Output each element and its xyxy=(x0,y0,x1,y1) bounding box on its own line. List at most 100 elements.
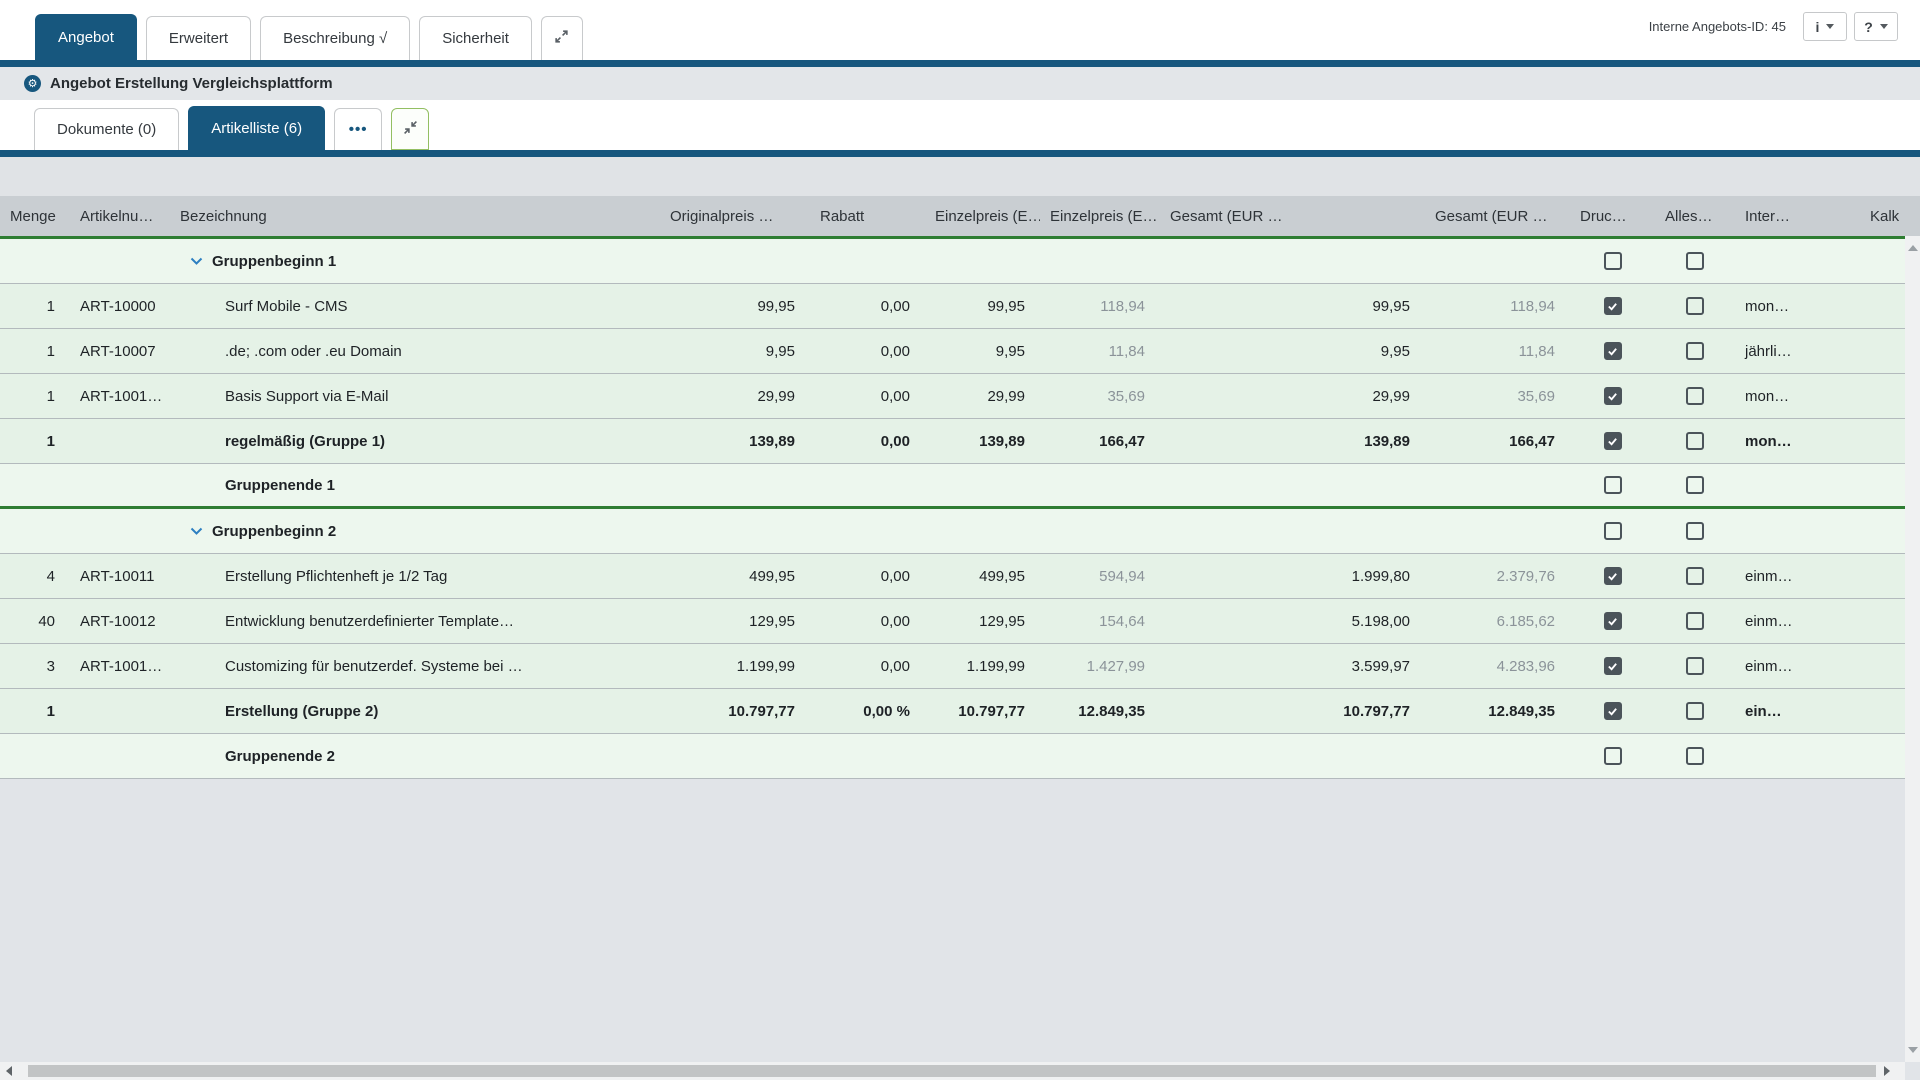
help-dropdown-button[interactable]: ? xyxy=(1854,12,1898,41)
column-header-einzelpreis_brutto[interactable]: Einzelpreis (E… xyxy=(1050,207,1158,225)
cell-originalpreis: 10.797,77 xyxy=(728,702,795,720)
alles-checkbox[interactable] xyxy=(1686,432,1704,450)
table-row-item[interactable]: 1 ART-1001… Basis Support via E-Mail 29,99 0… xyxy=(0,374,1920,419)
alles-checkbox[interactable] xyxy=(1686,297,1704,315)
cell-einzelpreis_netto: 29,99 xyxy=(987,387,1025,405)
cell-originalpreis: 29,99 xyxy=(757,387,795,405)
column-header-bezeichnung[interactable]: Bezeichnung xyxy=(180,207,267,225)
scroll-down-icon[interactable] xyxy=(1908,1047,1918,1053)
cell-intervall: einm… xyxy=(1745,612,1793,630)
druck-checkbox[interactable] xyxy=(1603,252,1622,270)
cell-kalkulation xyxy=(1860,689,1905,733)
process-info-bar: ⚙ Angebot Erstellung Vergleichsplattform xyxy=(0,67,1920,100)
alles-checkbox[interactable] xyxy=(1686,612,1704,630)
cell-rabatt: 0,00 xyxy=(880,342,910,360)
cell-bezeichnung: Gruppenbeginn 2 xyxy=(170,509,660,553)
cell-einzelpreis_netto xyxy=(925,239,1040,283)
chevron-down-icon[interactable] xyxy=(190,527,203,535)
empty-content-area xyxy=(0,779,1920,1080)
cell-gesamt_netto xyxy=(1160,239,1425,283)
expand-view-tab[interactable] xyxy=(540,16,583,60)
table-row-group-end[interactable]: Gruppenende 2 xyxy=(0,734,1920,779)
alles-checkbox[interactable] xyxy=(1686,567,1704,585)
alles-checkbox[interactable] xyxy=(1686,387,1704,405)
table-row-item[interactable]: 3 ART-1001… Customizing für benutzerdef. S… xyxy=(0,644,1920,689)
cell-menge xyxy=(0,239,70,283)
alles-checkbox[interactable] xyxy=(1686,476,1704,494)
table-row-subtotal[interactable]: 1 Erstellung (Gruppe 2) 10.797,77 0,00 % 10.… xyxy=(0,689,1920,734)
widget-tab-dokumente-0[interactable]: Dokumente (0) xyxy=(34,108,180,150)
table-row-item[interactable]: 1 ART-10000 Surf Mobile - CMS 99,95 0,00 99,9… xyxy=(0,284,1920,329)
cell-rabatt: 0,00 xyxy=(880,432,910,450)
druck-checkbox[interactable] xyxy=(1603,612,1622,630)
column-header-alles[interactable]: Alles… xyxy=(1665,207,1713,225)
cell-druck xyxy=(1570,464,1655,506)
cell-alles xyxy=(1655,734,1735,778)
alles-checkbox[interactable] xyxy=(1686,747,1704,765)
collapse-widget-button[interactable] xyxy=(391,108,430,150)
alles-checkbox[interactable] xyxy=(1686,252,1704,270)
column-header-gesamt_brutto[interactable]: Gesamt (EUR … xyxy=(1435,207,1548,225)
horizontal-scrollbar[interactable] xyxy=(0,1062,1905,1080)
column-header-kalkulation[interactable]: Kalk xyxy=(1870,207,1900,225)
cell-intervall xyxy=(1735,464,1860,506)
cell-intervall: einm… xyxy=(1745,657,1793,675)
cell-einzelpreis_brutto xyxy=(1040,509,1160,553)
info-dropdown-button[interactable]: i xyxy=(1803,12,1847,41)
druck-checkbox[interactable] xyxy=(1603,387,1622,405)
horizontal-scroll-thumb[interactable] xyxy=(28,1065,1876,1077)
column-header-menge[interactable]: Menge xyxy=(10,207,56,225)
expand-icon xyxy=(554,29,569,48)
table-row-item[interactable]: 4 ART-10011 Erstellung Pflichtenheft je 1/… xyxy=(0,554,1920,599)
column-header-intervall[interactable]: Inter… xyxy=(1745,207,1791,225)
column-header-artikelnummer[interactable]: Artikelnu… xyxy=(80,207,154,225)
caret-down-icon xyxy=(1826,24,1835,29)
table-row-group-end[interactable]: Gruppenende 1 xyxy=(0,464,1920,509)
alles-checkbox[interactable] xyxy=(1686,702,1704,720)
tab-sicherheit[interactable]: Sicherheit xyxy=(419,16,532,60)
main-tabs: Angebot Erweitert Beschreibung √ Sicherheit xyxy=(35,14,541,60)
column-header-gesamt_netto[interactable]: Gesamt (EUR … xyxy=(1170,207,1283,225)
widget-tab-artikelliste-6[interactable]: Artikelliste (6) xyxy=(188,106,326,150)
cell-bezeichnung: Basis Support via E-Mail xyxy=(225,387,389,405)
cell-kalkulation xyxy=(1860,464,1905,506)
column-header-druck[interactable]: Druc… xyxy=(1580,207,1627,225)
column-header-einzelpreis_netto[interactable]: Einzelpreis (E… xyxy=(935,207,1040,225)
alles-checkbox[interactable] xyxy=(1686,657,1704,675)
table-row-group-begin[interactable]: Gruppenbeginn 1 xyxy=(0,239,1920,284)
chevron-down-icon[interactable] xyxy=(190,257,203,265)
druck-checkbox[interactable] xyxy=(1603,342,1622,360)
cell-gesamt_brutto xyxy=(1425,239,1570,283)
cell-bezeichnung: Gruppenbeginn 1 xyxy=(170,239,660,283)
cell-einzelpreis_brutto: 35,69 xyxy=(1107,387,1145,405)
druck-checkbox[interactable] xyxy=(1603,297,1622,315)
table-row-item[interactable]: 40 ART-10012 Entwicklung benutzerdefiniert… xyxy=(0,599,1920,644)
druck-checkbox[interactable] xyxy=(1603,522,1622,540)
column-header-originalpreis[interactable]: Originalpreis … xyxy=(670,207,774,225)
alles-checkbox[interactable] xyxy=(1686,522,1704,540)
cell-alles xyxy=(1655,464,1735,506)
druck-checkbox[interactable] xyxy=(1603,476,1622,494)
scroll-right-icon[interactable] xyxy=(1884,1066,1890,1076)
table-row-subtotal[interactable]: 1 regelmäßig (Gruppe 1) 139,89 0,00 139,89 16… xyxy=(0,419,1920,464)
table-row-item[interactable]: 1 ART-10007 .de; .com oder .eu Domain 9,95 0… xyxy=(0,329,1920,374)
druck-checkbox[interactable] xyxy=(1603,702,1622,720)
druck-checkbox[interactable] xyxy=(1603,747,1622,765)
druck-checkbox[interactable] xyxy=(1603,657,1622,675)
process-title: Angebot Erstellung Vergleichsplattform xyxy=(50,75,333,92)
tab-angebot[interactable]: Angebot xyxy=(35,14,137,60)
tab-beschreibung[interactable]: Beschreibung √ xyxy=(260,16,411,60)
column-header-rabatt[interactable]: Rabatt xyxy=(820,207,865,225)
cell-artikelnummer xyxy=(70,734,170,778)
scroll-left-icon[interactable] xyxy=(6,1066,12,1076)
scroll-up-icon[interactable] xyxy=(1908,245,1918,251)
cell-druck xyxy=(1570,239,1655,283)
vertical-scrollbar[interactable] xyxy=(1905,236,1920,1062)
more-tabs-button[interactable]: ••• xyxy=(334,108,383,150)
tab-erweitert[interactable]: Erweitert xyxy=(145,16,252,60)
check-icon xyxy=(1608,437,1617,446)
druck-checkbox[interactable] xyxy=(1603,432,1622,450)
druck-checkbox[interactable] xyxy=(1603,567,1622,585)
alles-checkbox[interactable] xyxy=(1686,342,1704,360)
table-row-group-begin[interactable]: Gruppenbeginn 2 xyxy=(0,509,1920,554)
